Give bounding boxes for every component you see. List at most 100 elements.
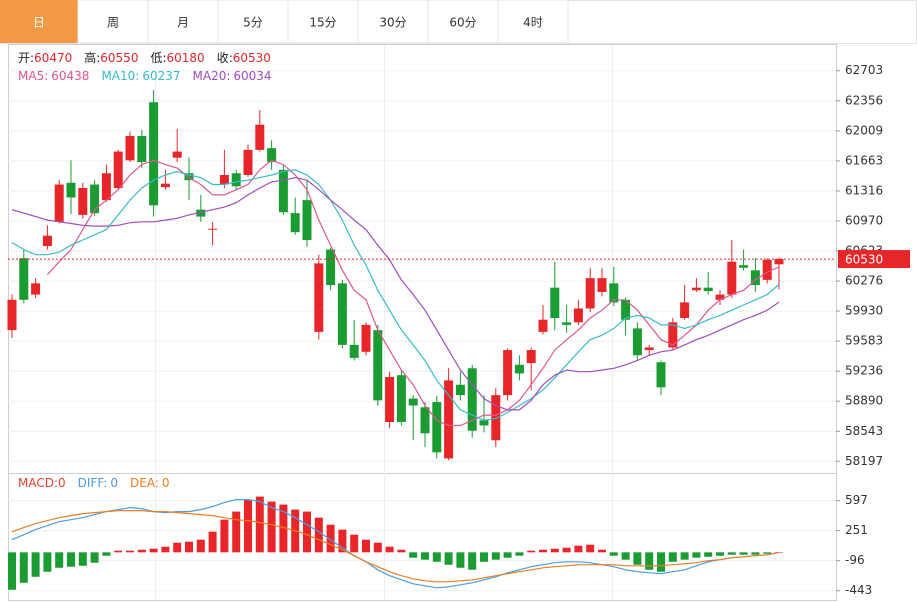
macd-bar xyxy=(244,499,252,553)
tab[interactable]: 30分 xyxy=(357,0,429,44)
ohlc-name: 开: xyxy=(18,51,34,65)
candle-body xyxy=(585,278,595,309)
ohlc-name: 收: xyxy=(217,51,233,65)
macd-bar xyxy=(303,511,311,553)
tab[interactable]: 4时 xyxy=(497,0,569,44)
macd-bar xyxy=(208,531,217,553)
candle-body xyxy=(337,283,347,345)
macd-bar xyxy=(503,552,512,558)
macd-bar xyxy=(102,552,111,556)
macd-bar xyxy=(161,546,170,553)
candle-body xyxy=(668,322,678,348)
candle-body xyxy=(479,420,489,426)
candle-body xyxy=(656,362,666,388)
macd-bar xyxy=(692,552,701,558)
tab[interactable]: 5分 xyxy=(217,0,289,44)
tab-label: 5分 xyxy=(243,16,263,30)
macd-bar xyxy=(185,541,193,553)
y-tick-label: 597 xyxy=(845,493,868,507)
candle-body xyxy=(408,398,418,406)
candle-body xyxy=(54,184,64,222)
macd-bar xyxy=(668,552,677,562)
tab[interactable]: 15分 xyxy=(287,0,359,44)
tab-label: 月 xyxy=(177,16,189,30)
macd-bar xyxy=(645,552,654,570)
macd-bar xyxy=(456,552,465,568)
indicator-line xyxy=(11,510,780,583)
macd-bar xyxy=(255,496,264,553)
candle-body xyxy=(762,259,772,280)
tab-background xyxy=(147,0,219,44)
candle-body xyxy=(137,136,147,162)
candle-body xyxy=(715,294,725,300)
macd-bar xyxy=(326,524,335,553)
legend-value: 0 xyxy=(58,476,66,490)
ohlc-value: 60530 xyxy=(233,51,271,65)
ohlc-legend: 开:60470 高:60550 低:60180 收:60530 xyxy=(18,50,271,65)
candle-body xyxy=(231,173,241,187)
candle-body xyxy=(491,395,501,441)
candle-body xyxy=(219,175,229,185)
legend-value: 60438 xyxy=(51,69,89,83)
candle-body xyxy=(326,249,336,286)
candle-body xyxy=(550,287,560,318)
legend-name: MACD: xyxy=(18,476,58,490)
tab-label: 60分 xyxy=(449,16,476,30)
macd-bar xyxy=(397,549,406,553)
y-tick-label: 59583 xyxy=(845,334,883,348)
macd-bar xyxy=(574,545,583,553)
macd-bar xyxy=(515,552,524,556)
y-tick-label: 60276 xyxy=(845,274,883,288)
macd-bar xyxy=(586,544,595,553)
y-tick-label: 62009 xyxy=(845,123,883,137)
candle-body xyxy=(739,265,749,268)
indicator-line xyxy=(11,169,780,421)
y-tick-label: 62356 xyxy=(845,93,883,107)
tab-background xyxy=(77,0,149,44)
indicator-line xyxy=(46,159,780,427)
tab-background xyxy=(497,0,569,44)
candle-body xyxy=(267,148,277,162)
ohlc-name: 低: xyxy=(150,51,166,65)
macd-bar xyxy=(137,549,146,553)
candle-body xyxy=(160,183,170,188)
candle-body xyxy=(444,380,454,459)
candle-body xyxy=(196,209,206,217)
macd-bar xyxy=(468,552,477,570)
macd-bar xyxy=(31,552,40,577)
candle-body xyxy=(243,149,253,175)
last-price-label: 60530 xyxy=(845,253,883,267)
candle-body xyxy=(101,173,111,201)
macd-bar xyxy=(491,552,500,560)
y-tick-label: 58890 xyxy=(845,394,883,408)
tab-background xyxy=(217,0,289,44)
candle-body xyxy=(172,151,182,158)
tab-label: 30分 xyxy=(379,16,406,30)
macd-bar xyxy=(562,547,571,553)
candle-body xyxy=(7,299,17,331)
candle-body xyxy=(278,169,288,213)
macd-bar xyxy=(149,548,158,553)
tab[interactable]: 60分 xyxy=(427,0,499,44)
macd-bar xyxy=(350,534,359,553)
y-tick-label: 251 xyxy=(845,523,868,537)
macd-bar xyxy=(680,552,689,560)
macd-bar xyxy=(114,550,123,553)
macd-bar xyxy=(480,552,488,562)
macd-bar xyxy=(739,552,748,555)
macd-bar xyxy=(19,552,28,583)
tab[interactable]: 月 xyxy=(147,0,219,44)
macd-bar xyxy=(8,552,16,590)
tab[interactable]: 周 xyxy=(77,0,149,44)
macd-bar xyxy=(373,542,382,553)
candle-body xyxy=(90,184,100,214)
candle-body xyxy=(562,322,572,325)
macd-bar xyxy=(338,529,347,553)
candle-body xyxy=(609,283,619,303)
macd-bar xyxy=(550,548,559,553)
candle-body xyxy=(597,278,607,292)
tab[interactable]: 日 xyxy=(0,0,78,43)
y-tick-label: 60970 xyxy=(845,213,883,227)
